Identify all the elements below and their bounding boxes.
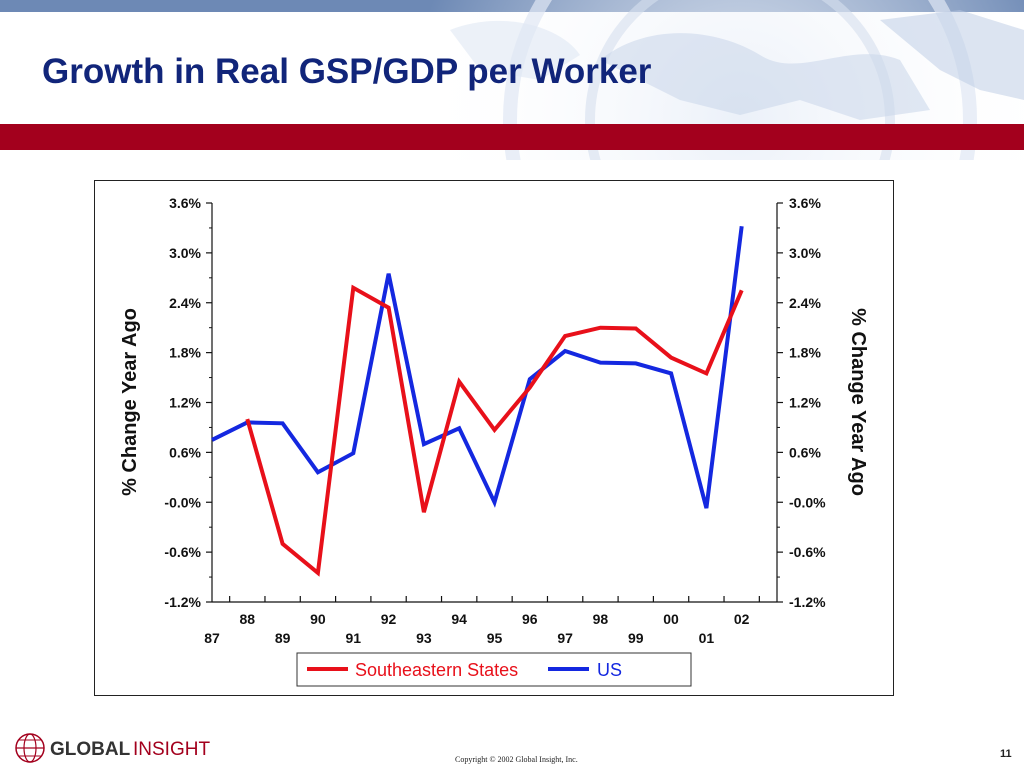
page-number: 11 [1000,748,1012,760]
y-tick-label-right: -0.0% [789,494,826,510]
y-tick-label-right: 3.6% [789,195,821,211]
page-title: Growth in Real GSP/GDP per Worker [42,52,652,91]
y-tick-label-right: -0.6% [789,544,826,560]
chart-legend: Southeastern States US [296,652,692,687]
y-tick-label-right: 1.8% [789,345,821,361]
x-tick-label-top: 92 [381,611,397,627]
x-tick-label-bottom: 01 [699,630,715,646]
y-tick-label-left: 3.6% [169,195,201,211]
y-tick-label-right: 1.2% [789,395,821,411]
y-axis-label-left: % Change Year Ago [119,308,141,496]
x-axis-ticks: 88 90 92 94 96 98 00 02 87 89 91 93 95 97 99 01 [204,596,760,646]
x-tick-label-bottom: 97 [557,630,573,646]
series-line-us [211,226,744,509]
y-tick-label-left: 2.4% [169,295,201,311]
legend-box [296,652,692,687]
global-insight-logo: GLOBAL INSIGHT [15,733,210,763]
x-tick-label-top: 88 [240,611,256,627]
y-axis-label-right: % Change Year Ago [847,308,869,496]
x-tick-label-bottom: 95 [487,630,503,646]
legend-label-southeastern: Southeastern States [355,660,518,680]
x-tick-label-bottom: 91 [345,630,361,646]
y-tick-label-left: 3.0% [169,245,201,261]
x-tick-label-bottom: 89 [275,630,291,646]
logo-globe-icon [15,733,45,763]
y-tick-label-left: -0.6% [164,544,201,560]
x-tick-label-bottom: 93 [416,630,432,646]
legend-label-us: US [597,660,622,680]
y-tick-label-left: 0.6% [169,444,201,460]
y-tick-label-left: -0.0% [164,494,201,510]
y-tick-label-right: 2.4% [789,295,821,311]
x-tick-label-top: 00 [663,611,679,627]
x-tick-label-bottom: 87 [204,630,220,646]
series-line-southeastern [245,284,744,577]
chart-axes [211,203,778,603]
series-lines [211,226,744,577]
y-tick-label-left: 1.2% [169,395,201,411]
globe-watermark [410,0,1024,160]
x-tick-label-top: 90 [310,611,326,627]
y-tick-label-right: -1.2% [789,594,826,610]
logo-word-insight: INSIGHT [133,739,210,760]
chart-frame [94,180,894,696]
logo-word-global: GLOBAL [50,739,131,760]
y-axis-left-ticks: -1.2% -0.6% -0.0% 0.6% 1.2% 1.8% 2.4% 3.0% 3.6% [164,195,212,610]
copyright-notice: Copyright © 2002 Global Insight, Inc. [455,755,578,764]
x-tick-label-bottom: 99 [628,630,644,646]
x-tick-label-top: 94 [451,611,467,627]
x-tick-label-top: 96 [522,611,538,627]
y-tick-label-right: 3.0% [789,245,821,261]
y-tick-label-right: 0.6% [789,444,821,460]
y-axis-right-ticks: -1.2% -0.6% -0.0% 0.6% 1.2% 1.8% 2.4% 3.0% 3.6% [777,195,826,610]
y-tick-label-left: 1.8% [169,345,201,361]
y-tick-label-left: -1.2% [164,594,201,610]
x-tick-label-top: 02 [734,611,750,627]
x-tick-label-top: 98 [593,611,609,627]
title-divider-band [0,124,1024,150]
